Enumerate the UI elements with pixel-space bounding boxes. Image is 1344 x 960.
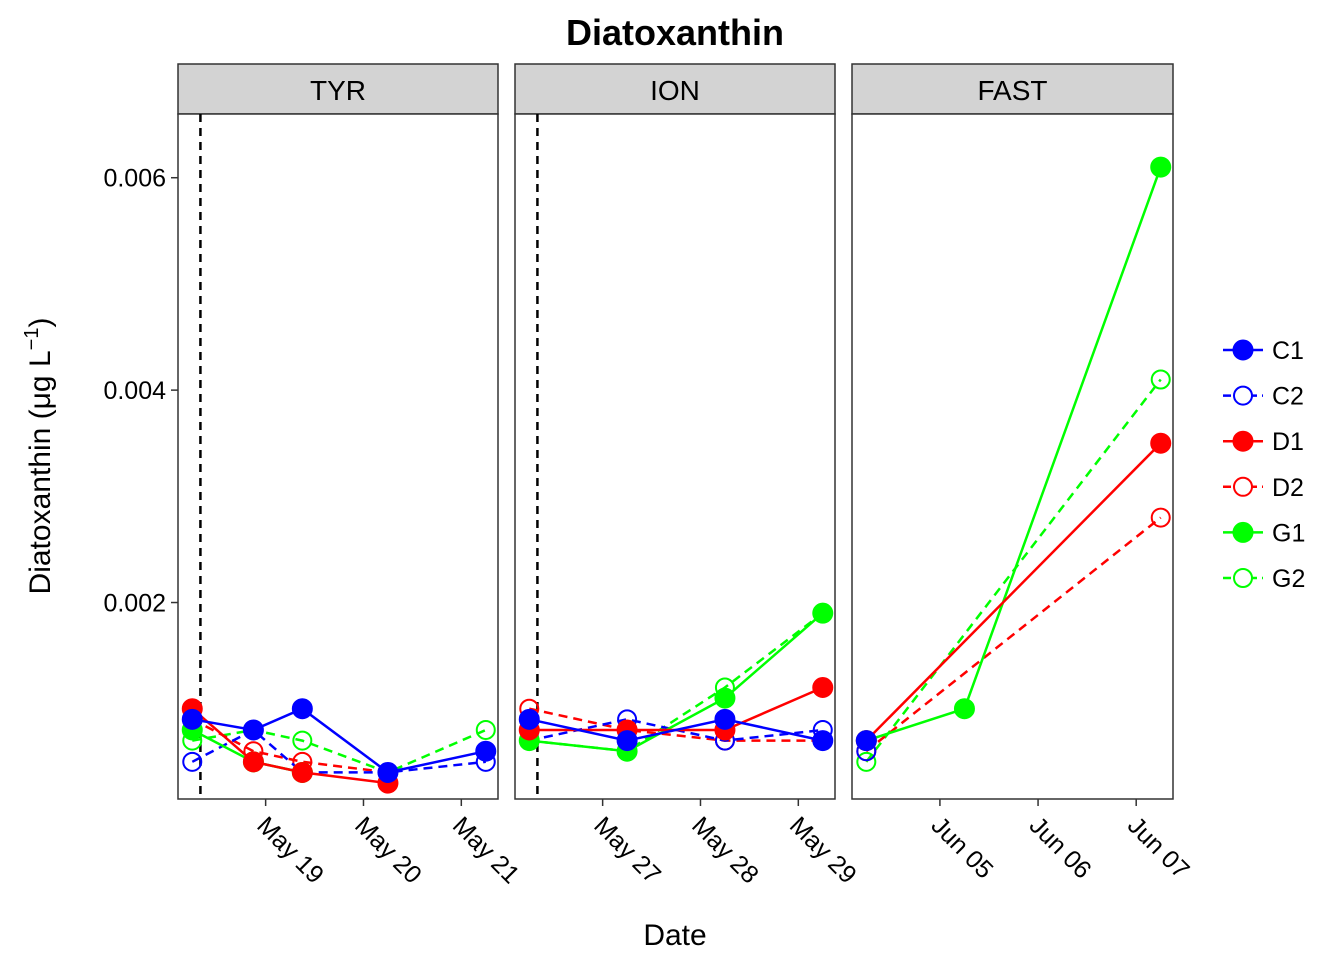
data-point [475,740,497,762]
chart-title: Diatoxanthin [566,12,784,53]
data-point [518,708,540,730]
series-line [192,728,487,774]
series-line [191,728,486,774]
legend-item-c2: C2 [1223,383,1304,411]
legend-label: C2 [1272,383,1304,411]
panel-tyr: TYR May 19 May 20 May 21 [177,63,525,889]
facet-strip-label: TYR [310,75,366,106]
data-point [714,708,736,730]
legend-item-g2: G2 [1223,565,1305,593]
legend-item-d1: D1 [1223,428,1304,456]
y-axis-title-close: ) [24,318,57,328]
data-point [292,730,313,751]
legend-marker [1233,568,1253,588]
facet-strip [851,63,1174,115]
y-axis: 0.002 0.004 0.006 [103,165,178,618]
series-line [529,612,824,753]
data-point [812,730,834,752]
series-line [865,516,1162,753]
facet-panels: TYR May 19 May 20 May 21 ION May 27 May 28 May … [177,63,1195,889]
x-tick-label: Jun 07 [1122,811,1195,884]
data-point [377,761,399,783]
series-c1 [518,708,834,752]
x-tick-label: May 20 [349,811,427,889]
y-axis-title-superscript: −1 [21,328,43,351]
y-tick-label: 0.004 [103,377,166,405]
data-point [475,719,496,740]
legend-label: D1 [1272,428,1304,456]
data-point [182,751,203,772]
legend-marker [1233,476,1253,497]
data-point [714,687,736,709]
series-c1 [855,730,877,752]
series-line [529,718,824,742]
x-tick-label: May 27 [588,811,666,889]
series-line [191,707,389,785]
x-tick-label: Jun 05 [926,811,999,884]
x-tick-label: May 21 [447,811,525,889]
data-point [1150,507,1171,528]
data-point [1150,156,1172,178]
y-tick-label: 0.006 [103,165,166,193]
y-axis-title-main: Diatoxanthin ( [24,409,57,594]
data-point [616,730,638,752]
legend-marker [1232,339,1254,361]
data-point [855,730,877,752]
panel-border [514,113,836,800]
legend-marker [1232,430,1254,452]
data-point [953,698,975,720]
legend-marker [1232,521,1254,543]
series-line [529,707,823,742]
x-tick-label: May 28 [686,811,764,889]
panel-border [851,113,1174,800]
panel-border [177,113,499,800]
facet-strip-label: FAST [977,75,1047,106]
data-point [291,698,313,720]
legend-item-c1: C1 [1223,337,1304,365]
x-tick-label: Jun 06 [1024,811,1097,884]
data-point [812,602,834,624]
facet-strip [177,63,499,115]
data-point [291,761,313,783]
panel-ion: ION May 27 May 28 May 29 [514,63,862,889]
series-c1 [181,698,497,783]
panel-fast: FAST Jun 05 Jun 06 Jun 07 [851,63,1195,884]
facet-strip-label: ION [650,75,700,106]
facet-strip [514,63,836,115]
y-axis-title-unit: μg L [24,350,57,409]
legend-item-d2: D2 [1223,474,1304,502]
legend-label: G1 [1272,519,1305,547]
data-point [242,719,264,741]
data-point [1150,369,1171,390]
data-point [242,751,264,773]
legend-marker [1233,385,1253,406]
legend-label: D2 [1272,474,1304,502]
data-point [812,676,834,698]
x-axis-title: Date [643,919,706,952]
data-point [1150,432,1172,454]
legend-label: G2 [1272,565,1305,593]
data-point [856,751,877,772]
data-point [181,708,203,730]
y-axis-title: Diatoxanthin (μg L−1) [21,318,57,595]
legend-label: C1 [1272,337,1304,365]
y-tick-label: 0.002 [103,590,166,618]
legend-item-g1: G1 [1223,519,1305,547]
series-line [865,442,1162,742]
x-tick-label: May 29 [784,811,862,889]
x-tick-label: May 19 [251,811,329,889]
legend: C1 C2 D1 D2 G1 G2 [1223,337,1305,593]
